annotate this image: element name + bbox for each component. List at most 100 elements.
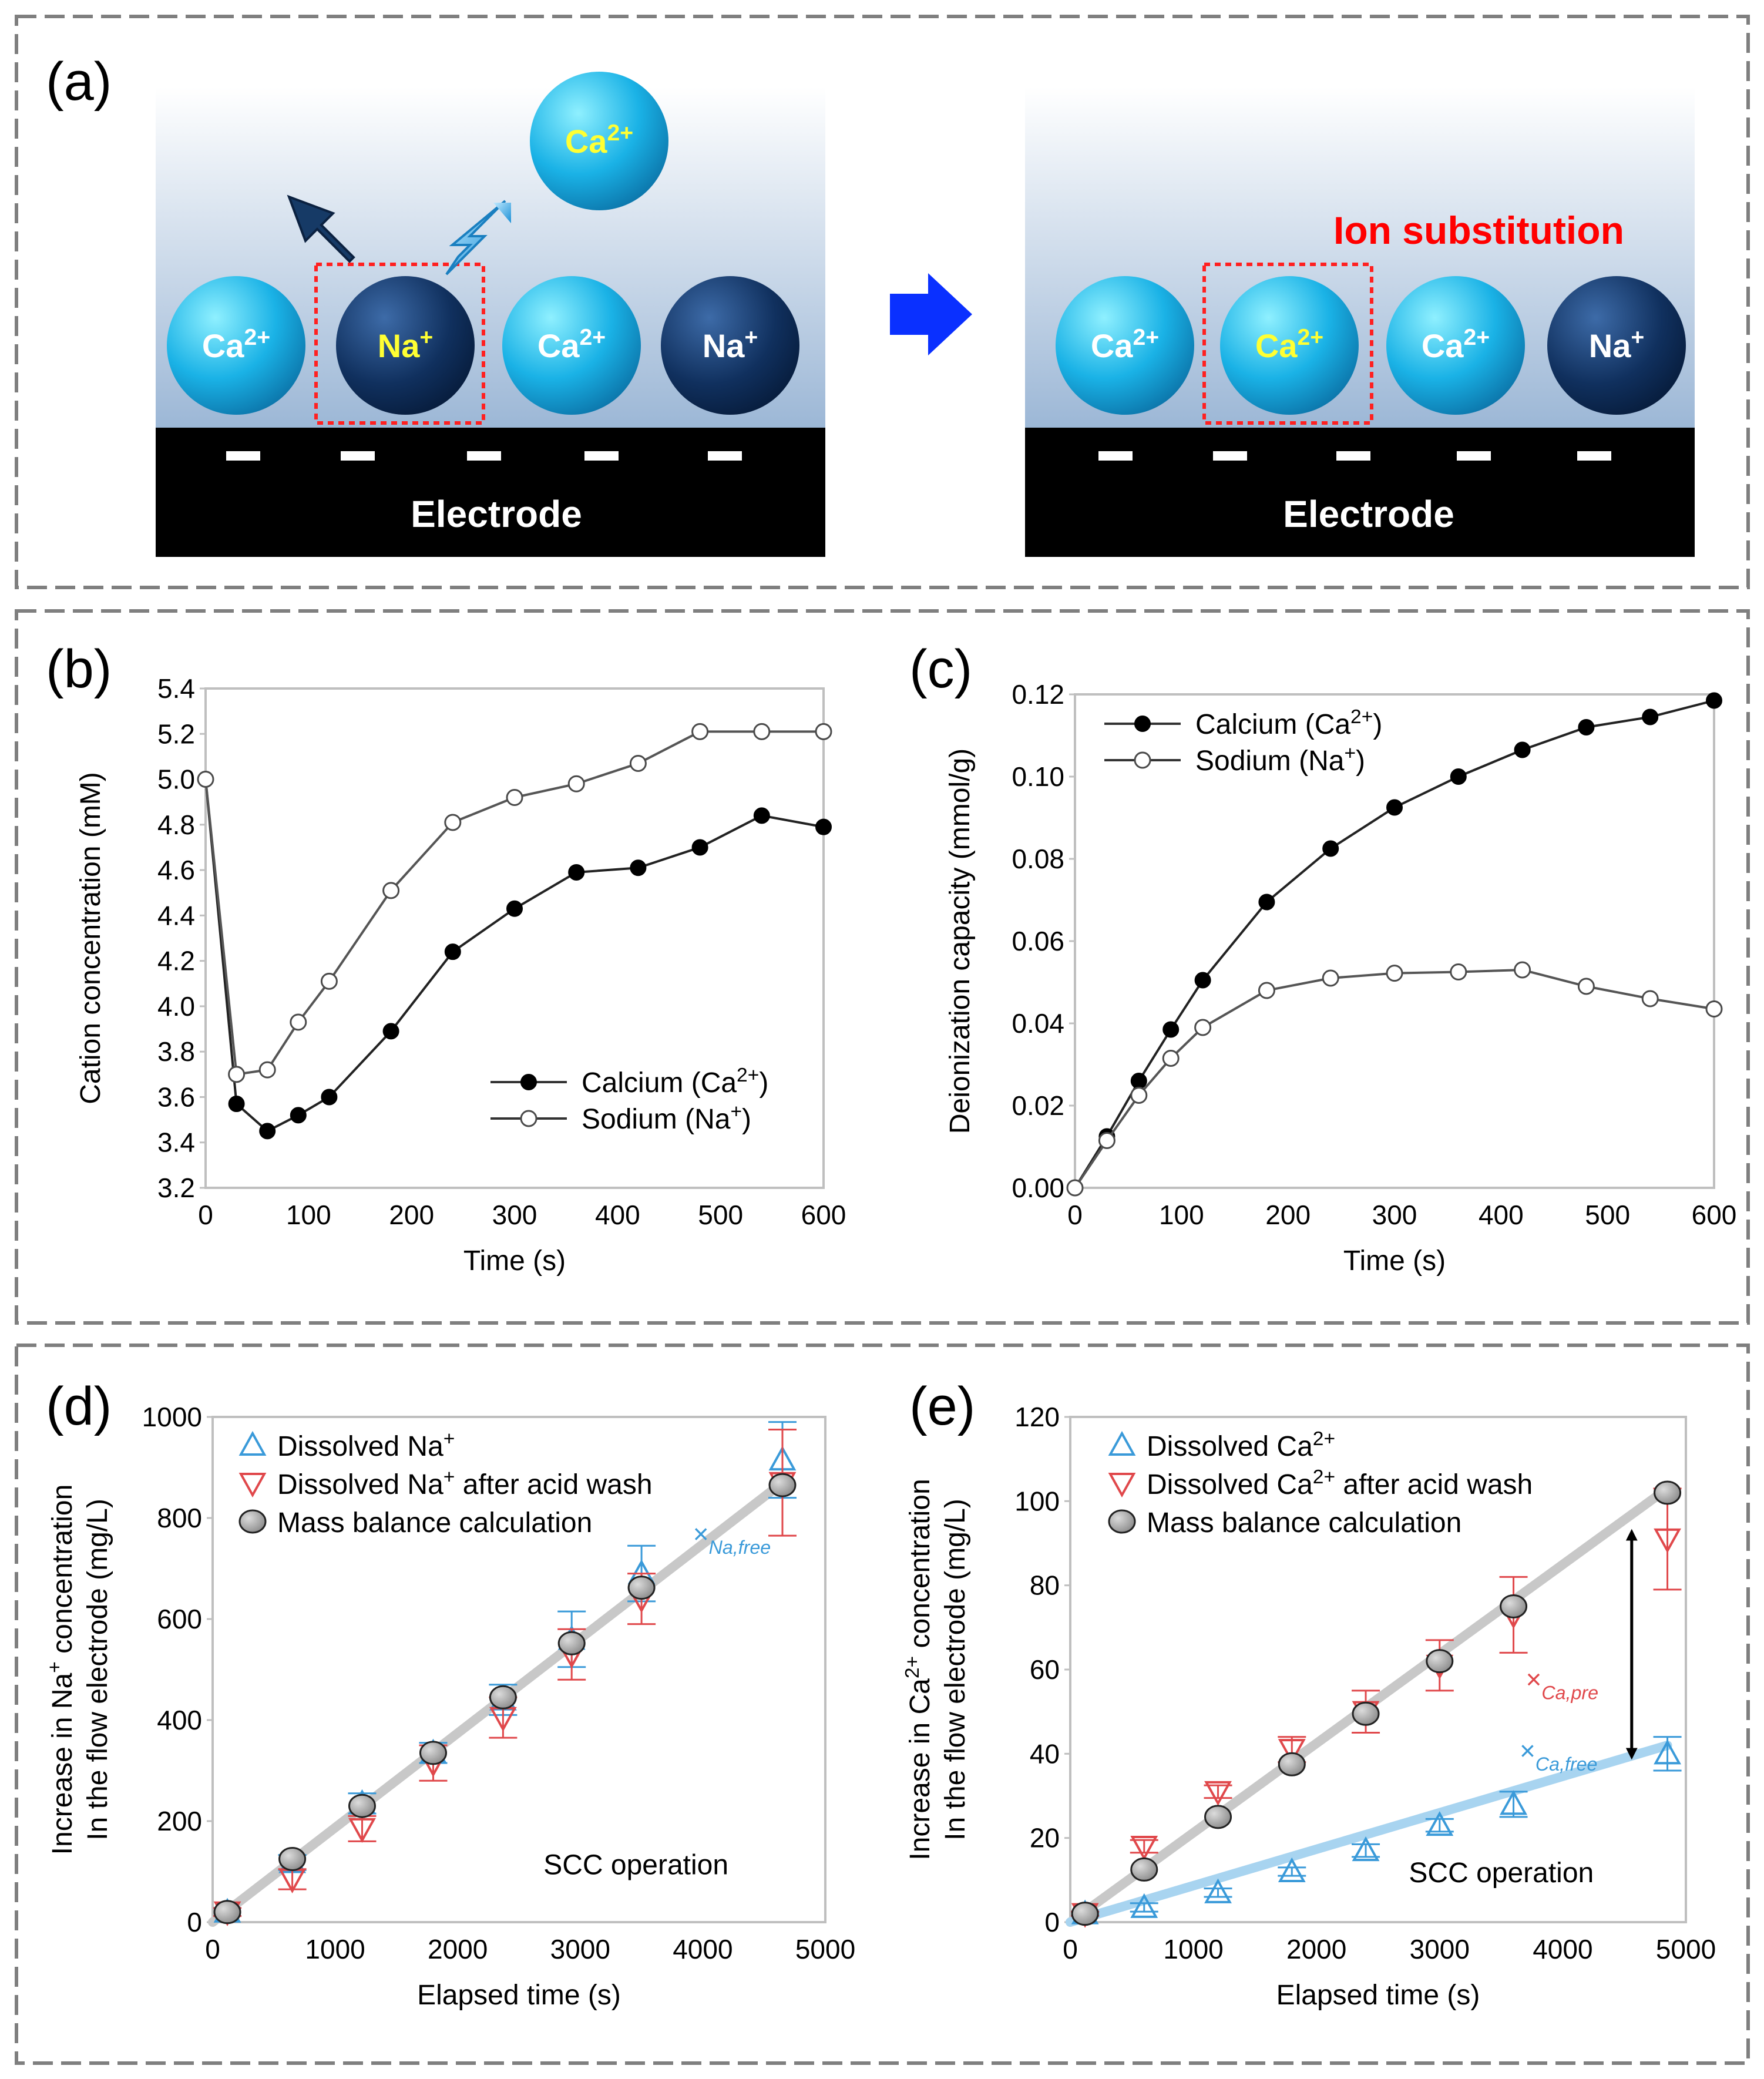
data-point	[691, 723, 709, 740]
data-point	[815, 818, 832, 835]
x-ca-pre-annotation: ×Ca,pre	[1526, 1664, 1599, 1703]
x-tick-label: 5000	[795, 1934, 855, 1964]
x-tick-label: 200	[389, 1200, 434, 1230]
calcium-ion	[1056, 276, 1194, 415]
data-point	[259, 1123, 276, 1140]
data-point	[1278, 1857, 1306, 1882]
data-point	[213, 1900, 241, 1924]
data-point	[753, 723, 771, 740]
data-point	[1642, 708, 1659, 726]
y-tick-label: 4.0	[157, 991, 195, 1022]
data-point	[1258, 894, 1275, 911]
panel-d-label: (d)	[46, 1376, 112, 1436]
series-line	[1074, 968, 1715, 1189]
ion-label: Ca2+	[202, 325, 270, 365]
panel-c: (c) 0 100 200 300 400 500 6000.000.020.040.060…	[909, 639, 1736, 1277]
y-tick-label: 100	[1014, 1486, 1060, 1516]
data-point	[630, 859, 647, 876]
calcium-ion	[1386, 276, 1525, 415]
legend-label: Mass balance calculation	[1147, 1507, 1461, 1539]
series	[213, 1473, 797, 1924]
data-point	[627, 1576, 656, 1600]
ion-label: Ca2+	[1422, 325, 1490, 365]
ion-label: Ca2+	[1091, 325, 1159, 365]
data-point	[228, 1096, 245, 1113]
x-na-free-annotation: ×Na,free	[693, 1519, 771, 1558]
data-point	[1514, 741, 1531, 758]
sodium-ion	[1547, 276, 1686, 415]
data-point	[1162, 1050, 1180, 1067]
x-tick-label: 4000	[1533, 1934, 1592, 1964]
data-point	[321, 1089, 338, 1106]
data-point	[197, 771, 214, 788]
negative-charge-mark	[584, 451, 619, 461]
x-tick-label: 3000	[550, 1934, 610, 1964]
electrode-label: Electrode	[1283, 493, 1454, 535]
legend-label: Dissolved Na+ after acid wash	[277, 1466, 653, 1501]
y-tick-label: 0.06	[1012, 926, 1064, 956]
negative-charge-marks	[226, 451, 742, 461]
data-point	[1450, 768, 1467, 785]
y-tick-label: 4.8	[157, 810, 195, 840]
transition-arrow	[890, 273, 972, 355]
series	[1071, 1480, 1682, 1926]
x-tick-label: 600	[801, 1200, 846, 1230]
x-tick-label: 3000	[1410, 1934, 1470, 1964]
calcium-ion	[167, 276, 305, 415]
y-tick-label: 0.08	[1012, 844, 1064, 874]
outgoing-arrow	[287, 194, 355, 263]
panel-a-label: (a)	[46, 52, 112, 112]
y-tick-label: 0.04	[1012, 1008, 1064, 1039]
negative-charge-mark	[467, 451, 501, 461]
incoming-arrow	[445, 200, 506, 276]
panel-d: (d) 0 1000 2000 3000 4000 5000 0 200 400 600 800 10…	[44, 1376, 856, 2011]
y-tick-label: 3.6	[157, 1082, 195, 1112]
data-point	[1134, 716, 1151, 732]
panel-e-label: (e)	[909, 1376, 975, 1436]
series	[197, 771, 832, 1140]
data-point	[1130, 1073, 1147, 1089]
data-point	[629, 755, 647, 772]
y-axis-label: In the flow electrode (mg/L)	[82, 1499, 113, 1840]
plot-frame	[1074, 693, 1715, 1189]
y-tick-label: 5.2	[157, 718, 195, 749]
data-point	[1066, 1179, 1084, 1197]
sodium-ion	[336, 276, 475, 415]
data-point	[567, 775, 585, 792]
x-tick-label: 4000	[673, 1934, 733, 1964]
y-tick-label: 1000	[142, 1402, 202, 1432]
x-tick-label: 300	[1372, 1200, 1417, 1230]
data-point	[568, 864, 585, 881]
data-point	[382, 1023, 399, 1040]
y-tick-label: 60	[1030, 1654, 1060, 1685]
data-point	[290, 1107, 307, 1124]
legend-label: Dissolved Ca2+ after acid wash	[1147, 1466, 1533, 1501]
data-point	[1134, 751, 1151, 769]
y-axis-label: Increase in Ca2+ concentration	[902, 1479, 936, 1860]
legend-label: Dissolved Na+	[277, 1428, 455, 1463]
legend-label: Dissolved Ca2+	[1147, 1428, 1335, 1463]
legend-label: Sodium (Na+)	[1195, 743, 1365, 777]
data-point	[444, 943, 461, 960]
data-point	[1108, 1430, 1136, 1456]
incoming-calcium-ion	[530, 72, 668, 210]
operation-note: SCC operation	[1409, 1858, 1594, 1889]
panel-a: (a) Electrode Ca2+ Na+ Ca2+ Na+ Ca2	[46, 52, 1695, 557]
data-point	[1426, 1649, 1454, 1674]
data-point	[753, 807, 770, 824]
ion-label: Ca2+	[537, 325, 606, 365]
data-point	[1322, 969, 1339, 987]
substitution-site-highlight	[1202, 263, 1373, 425]
operation-note: SCC operation	[543, 1849, 728, 1880]
chart-d: 0 1000 2000 3000 4000 5000 0 200 400 600 800 1000 El…	[44, 1402, 856, 2011]
x-tick-label: 100	[1159, 1200, 1204, 1230]
panel-b: (b) 0 100 200 300 400 500 600 3.2 3.4 3.6 3.8 4.0 4.…	[46, 639, 846, 1277]
data-point	[278, 1847, 307, 1871]
data-point	[520, 1110, 537, 1127]
x-tick-label: 2000	[428, 1934, 488, 1964]
data-point	[1654, 1480, 1682, 1505]
y-tick-label: 80	[1030, 1570, 1060, 1601]
substitution-site-highlight	[314, 263, 485, 425]
negative-charge-mark	[1336, 451, 1370, 461]
